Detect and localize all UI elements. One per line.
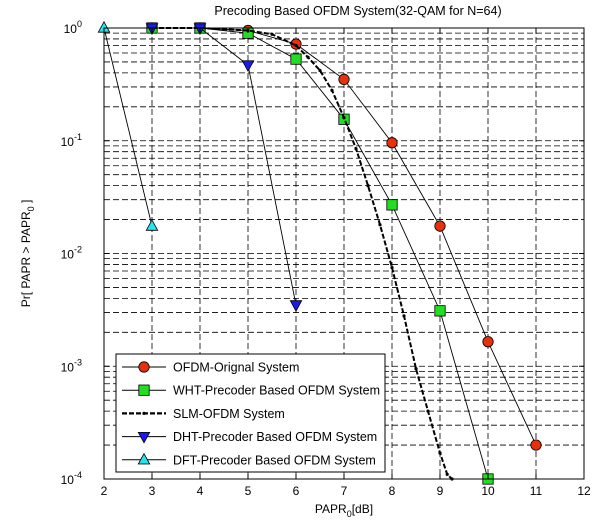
data-point [438, 451, 442, 455]
data-point [306, 55, 310, 59]
data-point [434, 305, 446, 317]
data-point [354, 147, 358, 151]
data-point [445, 472, 449, 476]
legend-marker [138, 361, 150, 373]
legend-marker [137, 431, 151, 444]
x-tick-label: 10 [481, 484, 495, 498]
legend-marker [138, 384, 150, 396]
x-axis-label: PAPR0[dB] [315, 502, 373, 519]
legend: OFDM-Orignal System WHT-Precoder Based OF… [115, 353, 386, 473]
legend-label: DHT-Precoder Based OFDM System [173, 430, 377, 444]
legend-label: SLM-OFDM System [173, 407, 285, 421]
series-line [103, 27, 153, 227]
x-tick-label: 11 [530, 484, 543, 498]
data-point [482, 336, 494, 348]
y-tick-label: 10-1 [61, 132, 82, 149]
data-point [434, 220, 446, 232]
data-point [270, 32, 274, 36]
legend-label: DFT-Precoder Based OFDM System [173, 453, 376, 467]
series-5 [97, 20, 159, 231]
data-point [330, 88, 334, 92]
legend-item: DHT-Precoder Based OFDM System [122, 430, 377, 444]
y-tick-label: 10-3 [61, 357, 82, 374]
x-tick-label: 8 [389, 484, 396, 498]
data-point [414, 367, 418, 371]
data-point [318, 68, 322, 73]
legend-item: WHT-Precoder Based OFDM System [122, 384, 380, 398]
legend-label: WHT-Precoder Based OFDM System [173, 384, 380, 398]
y-axis-label: Pr[ PAPR > PAPR0 ] [19, 200, 36, 308]
x-tick-label: 3 [149, 484, 156, 498]
data-point [530, 439, 542, 451]
data-point [386, 199, 398, 211]
data-point [241, 60, 255, 73]
data-point [366, 184, 370, 188]
x-tick-label: 12 [577, 484, 591, 498]
data-point [342, 116, 346, 120]
y-tick-label: 10-2 [61, 245, 82, 262]
legend-item: OFDM-Orignal System [122, 361, 299, 375]
data-point [390, 265, 394, 270]
x-tick-label: 6 [293, 484, 300, 498]
data-point [338, 73, 350, 86]
data-point [145, 219, 159, 231]
x-tick-label: 4 [197, 484, 204, 498]
data-point [402, 314, 406, 318]
x-tick-label: 9 [437, 484, 444, 498]
x-tick-label: 7 [341, 484, 348, 498]
axis-layer: 2 3 4 5 6 7 8 9 10 11 12 100 10-1 10-2 10-3 10-4 PAPR0[d… [19, 19, 591, 519]
x-tick-label: 5 [245, 484, 252, 498]
data-point [426, 409, 430, 413]
legend-item: SLM-OFDM System [122, 407, 285, 421]
data-point [294, 43, 298, 48]
data-point [290, 53, 302, 65]
x-tick-label: 2 [101, 484, 108, 498]
legend-item: DFT-Precoder Based OFDM System [122, 452, 376, 467]
legend-marker [137, 452, 151, 465]
data-point [289, 300, 303, 312]
legend-marker [142, 411, 146, 415]
data-point [386, 137, 398, 149]
series-layer [97, 20, 542, 485]
legend-label: OFDM-Orignal System [173, 361, 299, 375]
y-tick-label: 100 [64, 19, 82, 36]
y-tick-label: 10-4 [61, 470, 82, 487]
chart-title: Precoding Based OFDM System(32-QAM for N… [214, 4, 501, 18]
data-point [378, 223, 382, 227]
